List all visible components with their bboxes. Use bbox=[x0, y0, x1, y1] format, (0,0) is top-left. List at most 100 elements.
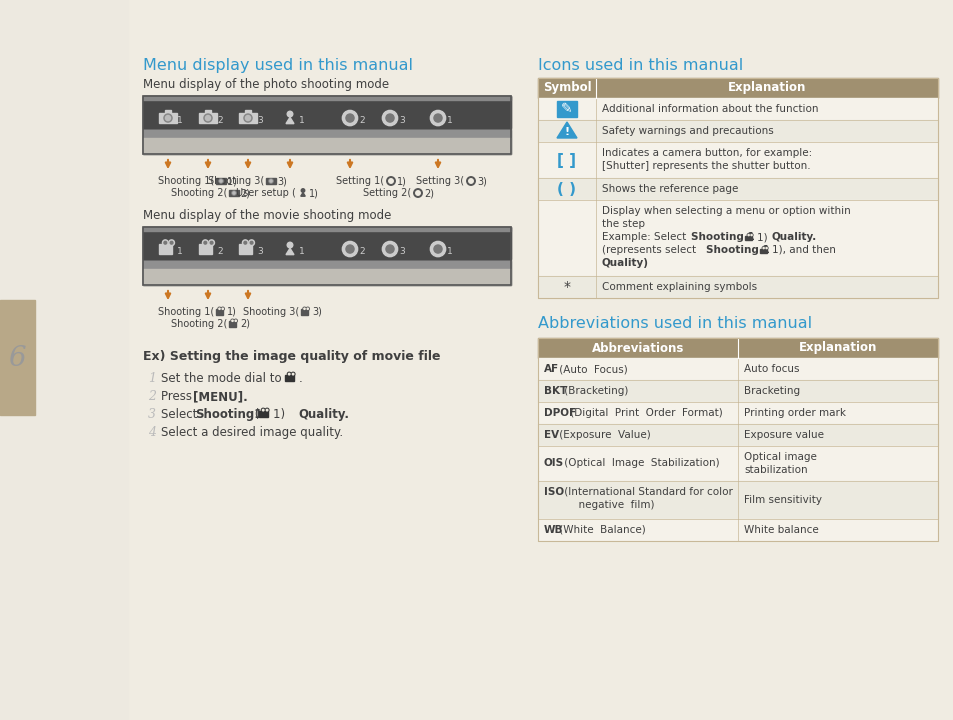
Bar bbox=[239, 112, 256, 123]
Text: [ ]: [ ] bbox=[557, 153, 576, 168]
Circle shape bbox=[164, 241, 167, 244]
Text: (Optical  Image  Stabilization): (Optical Image Stabilization) bbox=[560, 459, 720, 469]
Circle shape bbox=[346, 114, 354, 122]
Bar bbox=[215, 310, 223, 315]
Text: Setting 2(: Setting 2( bbox=[363, 188, 411, 198]
Text: 1): 1) bbox=[757, 232, 773, 242]
Text: EV: EV bbox=[543, 430, 558, 440]
Bar bbox=[760, 248, 766, 253]
Circle shape bbox=[234, 320, 236, 321]
Circle shape bbox=[306, 307, 309, 310]
Circle shape bbox=[266, 409, 268, 411]
Circle shape bbox=[303, 307, 306, 310]
Circle shape bbox=[261, 408, 265, 412]
Bar bbox=[537, 338, 937, 358]
Text: ISO: ISO bbox=[543, 487, 563, 497]
Bar bbox=[143, 96, 511, 154]
Circle shape bbox=[245, 115, 251, 120]
Text: [Shutter] represents the shutter button.: [Shutter] represents the shutter button. bbox=[601, 161, 810, 171]
Text: Printing order mark: Printing order mark bbox=[743, 408, 845, 418]
Circle shape bbox=[764, 247, 767, 249]
Text: DPOF: DPOF bbox=[543, 408, 576, 418]
Text: Film sensitivity: Film sensitivity bbox=[743, 495, 821, 505]
Text: Shooting 1: Shooting 1 bbox=[705, 245, 769, 255]
Text: Quality.: Quality. bbox=[771, 232, 817, 242]
Text: !: ! bbox=[564, 127, 569, 137]
Text: Menu display of the movie shooting mode: Menu display of the movie shooting mode bbox=[143, 209, 391, 222]
Bar bbox=[143, 261, 511, 285]
Text: Symbol: Symbol bbox=[542, 81, 591, 94]
Bar bbox=[266, 179, 275, 184]
Text: (Auto  Focus): (Auto Focus) bbox=[555, 364, 627, 374]
Circle shape bbox=[244, 114, 252, 122]
Text: 3: 3 bbox=[148, 408, 156, 421]
Text: the step: the step bbox=[601, 219, 644, 229]
Text: WB: WB bbox=[543, 525, 563, 535]
Circle shape bbox=[232, 320, 233, 321]
Circle shape bbox=[164, 114, 172, 122]
Circle shape bbox=[301, 189, 304, 192]
Text: Set the mode dial to: Set the mode dial to bbox=[161, 372, 285, 385]
Text: 1): 1) bbox=[227, 307, 236, 317]
Text: 1: 1 bbox=[298, 115, 304, 125]
Bar bbox=[229, 321, 236, 327]
Text: 2): 2) bbox=[240, 188, 250, 198]
Bar bbox=[537, 120, 937, 142]
Circle shape bbox=[430, 241, 445, 257]
Circle shape bbox=[382, 110, 397, 126]
Circle shape bbox=[270, 180, 272, 182]
Circle shape bbox=[262, 409, 264, 411]
Circle shape bbox=[346, 245, 354, 253]
Bar bbox=[537, 78, 937, 98]
Bar bbox=[143, 227, 511, 259]
Bar bbox=[537, 446, 937, 481]
Circle shape bbox=[202, 240, 208, 246]
Text: 2): 2) bbox=[423, 188, 434, 198]
Bar bbox=[143, 96, 511, 100]
Text: Setting 3(: Setting 3( bbox=[416, 176, 464, 186]
Text: Quality.: Quality. bbox=[297, 408, 349, 421]
Text: (Bracketing): (Bracketing) bbox=[560, 386, 628, 396]
Text: OIS: OIS bbox=[543, 459, 563, 469]
Text: 1: 1 bbox=[177, 115, 183, 125]
Bar bbox=[537, 481, 937, 519]
Circle shape bbox=[761, 247, 764, 249]
Text: (Digital  Print  Order  Format): (Digital Print Order Format) bbox=[567, 408, 722, 418]
Circle shape bbox=[287, 242, 293, 248]
Text: Shooting 2(: Shooting 2( bbox=[171, 319, 227, 329]
Circle shape bbox=[342, 241, 357, 257]
Text: Abbreviations: Abbreviations bbox=[591, 341, 683, 354]
Text: .: . bbox=[298, 372, 302, 385]
Circle shape bbox=[414, 189, 422, 197]
Circle shape bbox=[222, 308, 223, 310]
Text: Additional information about the function: Additional information about the functio… bbox=[601, 104, 818, 114]
Circle shape bbox=[170, 241, 172, 244]
Text: 6: 6 bbox=[9, 344, 26, 372]
Text: AF: AF bbox=[543, 364, 558, 374]
Text: ( ): ( ) bbox=[557, 181, 576, 197]
Circle shape bbox=[386, 245, 394, 253]
Text: Press: Press bbox=[161, 390, 195, 403]
Circle shape bbox=[466, 176, 475, 185]
Circle shape bbox=[430, 110, 445, 126]
Polygon shape bbox=[286, 248, 294, 255]
Circle shape bbox=[746, 234, 749, 236]
Circle shape bbox=[749, 234, 752, 236]
Text: User setup (: User setup ( bbox=[235, 188, 295, 198]
Circle shape bbox=[288, 374, 290, 375]
Text: White balance: White balance bbox=[743, 525, 818, 535]
Text: Shooting 1(: Shooting 1( bbox=[158, 307, 214, 317]
Bar bbox=[537, 78, 937, 298]
Circle shape bbox=[232, 191, 235, 195]
Circle shape bbox=[434, 245, 441, 253]
Text: Example: Select: Example: Select bbox=[601, 232, 689, 242]
Text: Menu display of the photo shooting mode: Menu display of the photo shooting mode bbox=[143, 78, 389, 91]
Circle shape bbox=[434, 114, 441, 122]
Text: Explanation: Explanation bbox=[727, 81, 805, 94]
Bar bbox=[143, 227, 511, 231]
Text: BKT: BKT bbox=[543, 386, 567, 396]
Bar bbox=[143, 227, 511, 285]
Text: Exposure value: Exposure value bbox=[743, 430, 823, 440]
Circle shape bbox=[382, 241, 397, 257]
Bar bbox=[301, 310, 308, 315]
